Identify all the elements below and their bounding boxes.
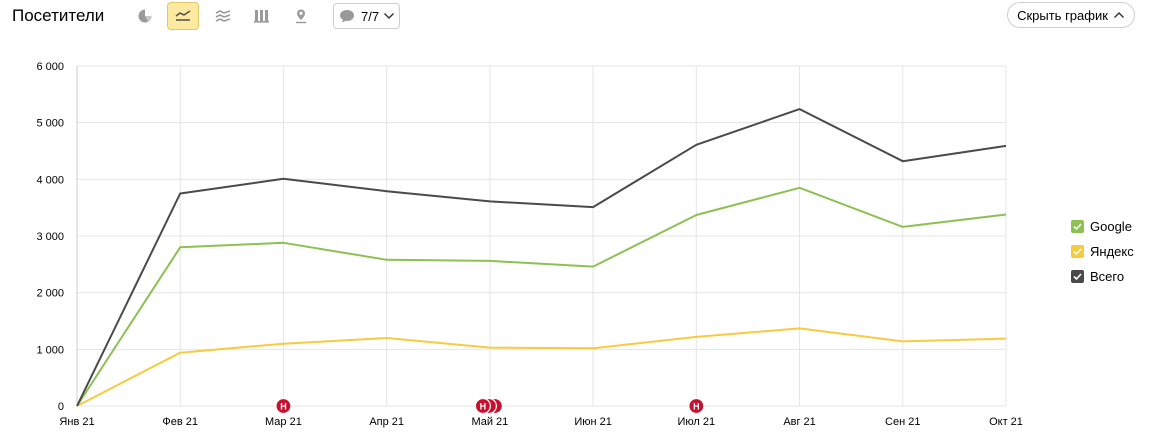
hide-chart-button[interactable]: Скрыть график [1007, 2, 1135, 28]
annotation-marker[interactable] [275, 397, 292, 415]
y-tick-label: 1 000 [36, 344, 64, 356]
y-tick-label: 0 [58, 401, 64, 413]
x-tick-label: Июн 21 [574, 416, 612, 428]
check-icon [1073, 248, 1082, 256]
y-tick-label: 3 000 [36, 231, 64, 243]
annotation-label: Н [693, 402, 700, 412]
check-icon [1073, 223, 1082, 231]
y-axis: 0 1 000 2 000 3 000 4 000 5 000 6 000 [36, 61, 64, 413]
x-tick-label: Мар 21 [265, 416, 302, 428]
legend-item-yandex[interactable]: Яндекс [1071, 239, 1134, 264]
x-tick-label: Авг 21 [783, 416, 815, 428]
line-chart-tool-button[interactable] [167, 2, 199, 30]
map-icon [296, 9, 306, 24]
series-line-yandex [76, 327, 1007, 407]
chart-series [76, 108, 1007, 407]
bar-chart-icon [254, 10, 269, 23]
line-chart: 0 1 000 2 000 3 000 4 000 5 000 6 000 Янв 21 Фе… [36, 61, 1022, 428]
x-axis: Янв 21 Фев 21 Мар 21 Апр 21 Май 21 Июн 21 Июл … [59, 416, 1022, 428]
legend-label: Яндекс [1090, 244, 1134, 259]
annotations-dropdown[interactable]: 7/7 [333, 3, 400, 29]
line-chart-icon [175, 10, 191, 21]
annotation-label: Н [480, 402, 487, 412]
y-tick-label: 6 000 [36, 61, 64, 73]
legend-label: Всего [1090, 269, 1125, 284]
y-tick-label: 2 000 [36, 288, 64, 300]
check-icon [1073, 273, 1082, 281]
chart-grid [76, 65, 1007, 407]
legend-item-google[interactable]: Google [1071, 214, 1134, 239]
bar-chart-tool-button[interactable] [246, 2, 278, 30]
chevron-up-icon [1113, 12, 1124, 18]
total-checkbox[interactable] [1071, 270, 1084, 283]
annotation-marker[interactable] [474, 397, 491, 415]
y-tick-label: 5 000 [36, 118, 64, 130]
x-tick-label: Янв 21 [59, 416, 94, 428]
series-line-google [76, 186, 1007, 407]
x-tick-label: Окт 21 [989, 416, 1023, 428]
yandex-checkbox[interactable] [1071, 245, 1084, 258]
area-chart-tool-button[interactable] [207, 2, 239, 30]
google-checkbox[interactable] [1071, 220, 1084, 233]
x-tick-label: Сен 21 [885, 416, 920, 428]
x-tick-label: Май 21 [471, 416, 508, 428]
series-line-total [76, 108, 1007, 407]
annotations-count: 7/7 [361, 8, 380, 24]
chevron-down-icon [384, 13, 395, 19]
map-tool-button[interactable] [285, 2, 317, 30]
pie-chart-tool-button[interactable] [129, 2, 161, 30]
x-tick-label: Фев 21 [162, 416, 198, 428]
chart-legend: Google Яндекс Всего [1071, 214, 1134, 289]
hide-chart-label: Скрыть график [1017, 7, 1108, 23]
pie-chart-icon [138, 9, 152, 23]
annotation-marker[interactable] [688, 397, 705, 415]
legend-label: Google [1090, 219, 1132, 234]
x-tick-label: Апр 21 [369, 416, 404, 428]
page-title: Посетители [12, 6, 105, 25]
x-tick-label: Июл 21 [678, 416, 716, 428]
y-tick-label: 4 000 [36, 174, 64, 186]
area-chart-icon [215, 10, 231, 22]
annotation-label: Н [280, 402, 287, 412]
comment-icon [340, 10, 354, 23]
legend-item-total[interactable]: Всего [1071, 264, 1134, 289]
